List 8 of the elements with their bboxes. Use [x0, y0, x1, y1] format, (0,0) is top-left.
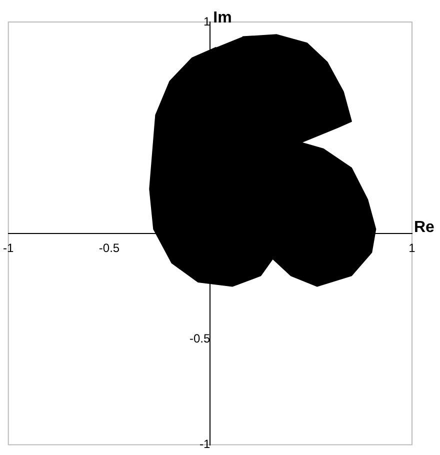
y-axis-title: Im: [213, 9, 232, 26]
x-tick-label: -0.5: [98, 240, 120, 255]
y-tick-label: -0.5: [189, 331, 210, 346]
y-tick-label: 1: [203, 14, 210, 28]
x-axis-title: Re: [414, 218, 435, 236]
y-tick-label: -1: [199, 437, 210, 452]
x-tick-label: 1: [408, 240, 416, 255]
x-tick-label: -1: [3, 240, 14, 255]
